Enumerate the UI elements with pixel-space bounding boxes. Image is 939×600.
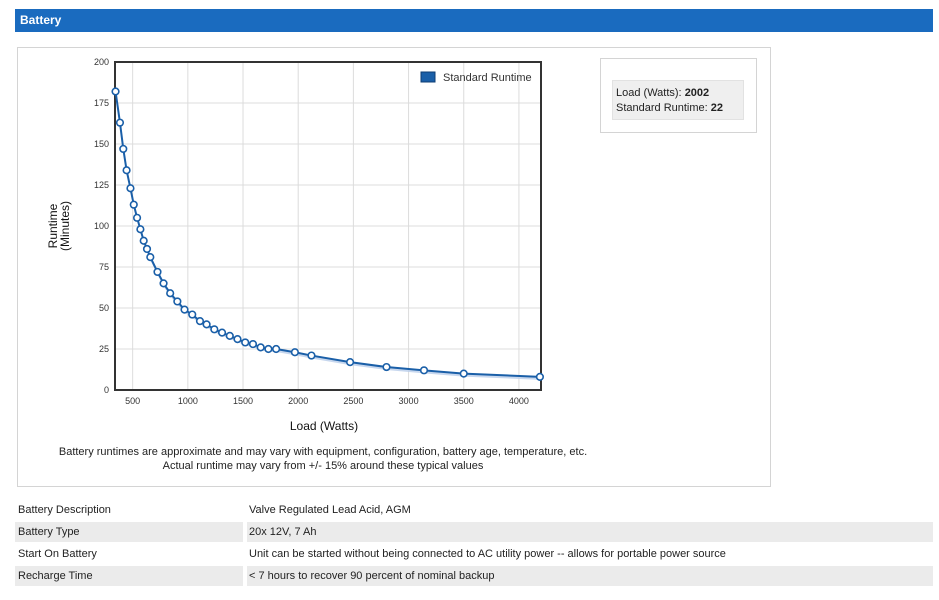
data-point — [248, 339, 258, 349]
spec-row-start-on-battery: Start On Battery Unit can be started wit… — [15, 544, 933, 564]
series-band — [115, 91, 540, 380]
data-point — [115, 118, 125, 127]
data-point — [159, 279, 168, 288]
data-point — [225, 331, 234, 340]
y-tick-label: 25 — [99, 344, 109, 354]
spec-value: 20x 12V, 7 Ah — [249, 526, 317, 538]
data-point — [307, 351, 316, 360]
y-tick-label: 125 — [94, 180, 109, 190]
y-tick-label: 100 — [94, 221, 109, 231]
tooltip-load-label: Load (Watts): — [616, 87, 682, 99]
x-tick-label: 4000 — [509, 396, 529, 406]
data-point — [166, 289, 175, 298]
data-point — [459, 369, 468, 378]
y-tick-label: 75 — [99, 262, 109, 272]
y-tick-label: 50 — [99, 303, 109, 313]
tooltip-runtime-row: Standard Runtime: 22 — [616, 101, 743, 116]
data-point — [272, 344, 281, 354]
data-point — [180, 305, 189, 314]
tooltip: Load (Watts): 2002 Standard Runtime: 22 — [612, 80, 744, 120]
series-line — [114, 91, 540, 378]
data-point — [202, 320, 211, 329]
data-point — [217, 328, 227, 337]
tooltip-panel: Load (Watts): 2002 Standard Runtime: 22 — [600, 58, 757, 133]
spec-row-battery-description: Battery Description Valve Regulated Lead… — [15, 500, 933, 520]
plot-border — [114, 61, 542, 391]
spec-label: Battery Type — [18, 526, 80, 538]
disclaimer-line-1: Battery runtimes are approximate and may… — [58, 446, 588, 458]
data-point — [139, 236, 148, 245]
spec-label: Start On Battery — [18, 548, 97, 560]
data-point — [382, 362, 391, 372]
data-point — [129, 200, 138, 209]
legend-swatch — [420, 71, 436, 83]
data-point — [345, 358, 355, 367]
spec-label: Battery Description — [18, 504, 111, 516]
data-point — [119, 144, 128, 154]
data-point — [153, 267, 162, 277]
x-tick-label: 1500 — [233, 396, 253, 406]
data-point — [195, 317, 205, 326]
data-point — [126, 184, 135, 193]
data-point — [419, 366, 429, 375]
data-point — [290, 348, 299, 357]
spec-label: Recharge Time — [18, 570, 93, 582]
tooltip-runtime-value: 22 — [710, 102, 724, 114]
spec-value: Valve Regulated Lead Acid, AGM — [249, 504, 411, 516]
data-point — [146, 253, 155, 262]
x-axis-label: Load (Watts) — [290, 419, 358, 433]
x-tick-label: 2000 — [288, 396, 308, 406]
x-tick-label: 3000 — [399, 396, 419, 406]
tooltip-load-row: Load (Watts): 2002 — [616, 86, 743, 101]
tooltip-load-value: 2002 — [684, 87, 710, 99]
x-tick-label: 1000 — [178, 396, 198, 406]
section-title: Battery — [20, 13, 62, 27]
y-tick-label: 0 — [104, 385, 109, 395]
disclaimer-line-2: Actual runtime may vary from +/- 15% aro… — [162, 460, 484, 472]
x-tick-label: 2500 — [343, 396, 363, 406]
data-point — [233, 335, 242, 344]
data-point — [136, 225, 145, 234]
data-point — [142, 244, 152, 254]
y-tick-label: 150 — [94, 139, 109, 149]
data-point — [132, 213, 142, 222]
section-header: Battery — [15, 9, 933, 32]
legend-label: Standard Runtime — [443, 72, 532, 84]
data-point — [535, 372, 544, 381]
y-tick-label: 175 — [94, 98, 109, 108]
tooltip-runtime-label: Standard Runtime: — [616, 102, 708, 114]
data-point — [256, 343, 265, 352]
spec-row-battery-type: Battery Type 20x 12V, 7 Ah — [15, 522, 933, 542]
data-point — [122, 166, 131, 175]
x-tick-label: 500 — [125, 396, 140, 406]
data-point — [264, 344, 273, 354]
x-tick-label: 3500 — [454, 396, 474, 406]
data-point — [173, 297, 182, 306]
y-axis-label-group: Runtime(Minutes) — [46, 201, 72, 251]
data-point — [188, 310, 197, 319]
data-point — [210, 325, 219, 334]
spec-row-recharge-time: Recharge Time < 7 hours to recover 90 pe… — [15, 566, 933, 586]
data-point — [111, 87, 120, 96]
y-axis-label: (Minutes) — [58, 201, 72, 251]
y-axis-label: Runtime — [46, 203, 60, 248]
spec-value: < 7 hours to recover 90 percent of nomin… — [249, 570, 495, 582]
data-point — [241, 338, 250, 347]
spec-value: Unit can be started without being connec… — [249, 548, 726, 560]
y-tick-label: 200 — [94, 57, 109, 67]
runtime-chart[interactable]: 0 25 50 75 100 125 150 175 200 500 1000 1500 2000 250… — [18, 48, 770, 448]
